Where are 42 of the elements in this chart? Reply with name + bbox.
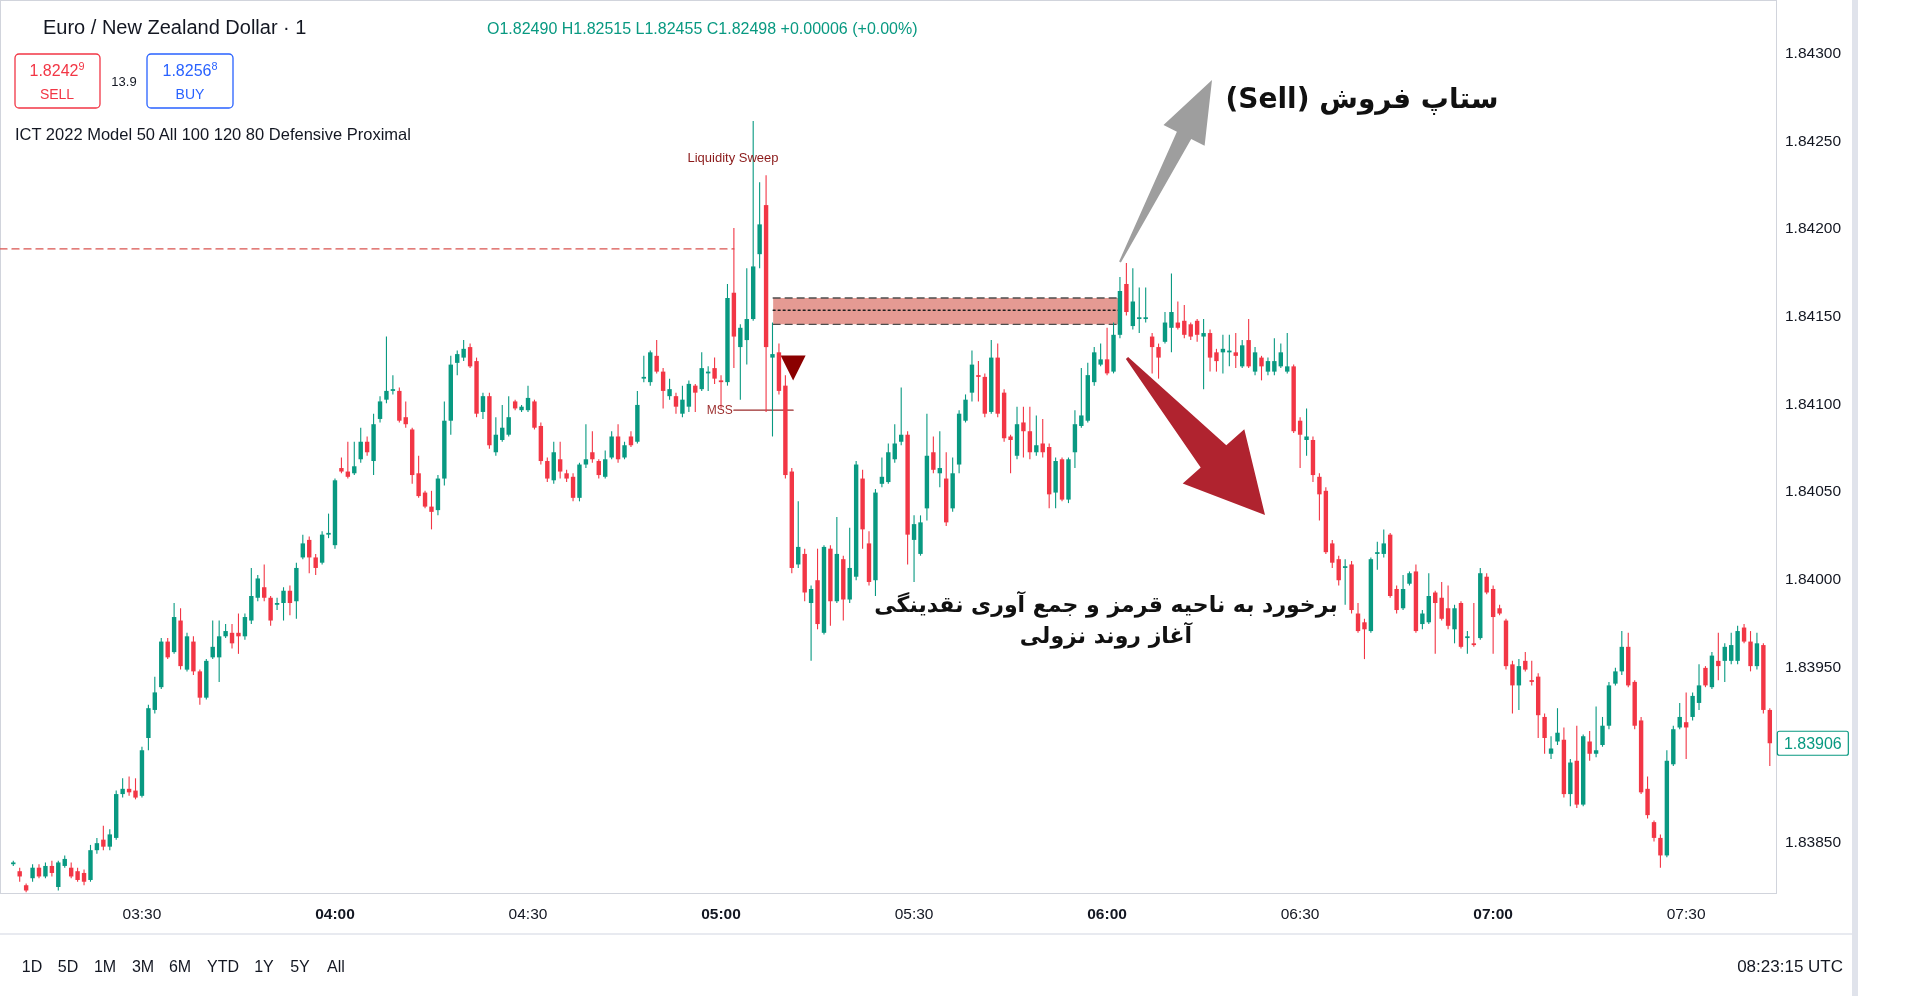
annotation: BUY [175,86,205,102]
annotation: ستاپ فروش (Sell) [1225,82,1499,115]
y-tick-label: 1.84050 [1785,482,1841,500]
x-tick-label: 07:00 [1473,905,1513,922]
annotation: 1.83906 [1783,734,1842,752]
x-tick-label: 04:30 [508,905,548,922]
series-name: MSS [706,403,733,418]
annotation: 5D [57,958,79,975]
y-tick-label: 1.84150 [1785,307,1841,325]
y-tick-label: 1.83850 [1785,832,1841,850]
annotation: SELL [39,86,75,102]
annotation: 6M [168,958,192,975]
y-tick-label: 1.84250 [1785,131,1841,149]
title: Euro / New Zealand Dollar · 1 [43,16,307,38]
annotation: آغاز روند نزولی [1019,623,1193,648]
y-tick-label: 1.83950 [1785,657,1841,675]
annotation: 1M [93,958,117,975]
x-tick-label: 07:30 [1666,905,1706,922]
annotation: 1.8242$^{9}$ [29,60,85,79]
x-tick-label: 06:00 [1087,905,1127,922]
price-tag: 1.83906 [1776,730,1849,756]
annotation: 08:23:15 UTC [1737,957,1843,976]
annotation: 3M [131,958,155,975]
annotation: ICT 2022 Model 50 All 100 120 80 Defensive Proximal [15,125,411,143]
x-tick-label: 03:30 [122,905,162,922]
annotation: برخورد به ناحیه قرمز و جمع آوری نقدینگی [874,592,1338,617]
x-tick-label: 05:30 [894,905,934,922]
subtitle: O1.82490 H1.82515 L1.82455 C1.82498 +0.00006 (+0.00%) [487,20,918,37]
y-tick-label: 1.84000 [1785,569,1841,587]
y-tick-label: 1.84200 [1785,219,1841,237]
annotation: 1D [21,958,43,975]
annotation: 13.9 [111,74,137,89]
x-tick-label: 06:30 [1280,905,1320,922]
annotation: All [327,958,345,975]
annotation: 1.8256$^{8}$ [162,60,218,79]
x-tick-label: 05:00 [701,905,741,922]
annotation: YTD [207,958,239,975]
y-tick-label: 1.84100 [1785,394,1841,412]
annotation: 5Y [290,958,310,975]
x-tick-label: 04:00 [315,905,355,922]
annotation: 1Y [254,958,274,975]
y-tick-label: 1.84300 [1785,44,1841,62]
